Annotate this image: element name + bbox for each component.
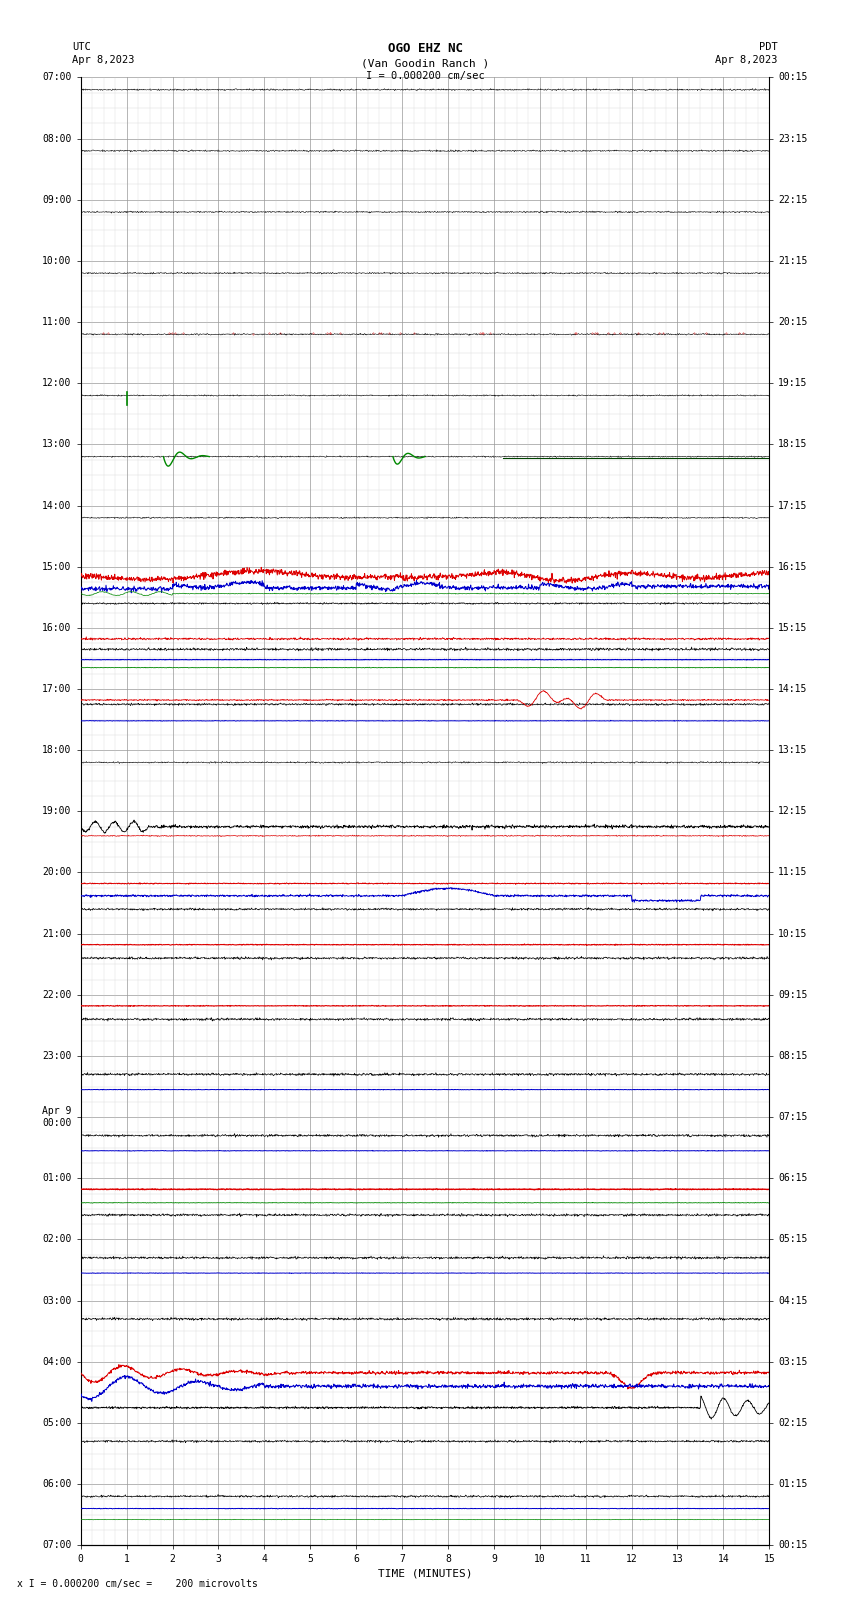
Text: x I = 0.000200 cm/sec =    200 microvolts: x I = 0.000200 cm/sec = 200 microvolts — [17, 1579, 258, 1589]
X-axis label: TIME (MINUTES): TIME (MINUTES) — [377, 1568, 473, 1579]
Text: Apr 8,2023: Apr 8,2023 — [72, 55, 135, 65]
Text: OGO EHZ NC: OGO EHZ NC — [388, 42, 462, 55]
Text: (Van Goodin Ranch ): (Van Goodin Ranch ) — [361, 58, 489, 68]
Text: UTC: UTC — [72, 42, 91, 52]
Text: Apr 8,2023: Apr 8,2023 — [715, 55, 778, 65]
Text: PDT: PDT — [759, 42, 778, 52]
Text: I = 0.000200 cm/sec: I = 0.000200 cm/sec — [366, 71, 484, 81]
